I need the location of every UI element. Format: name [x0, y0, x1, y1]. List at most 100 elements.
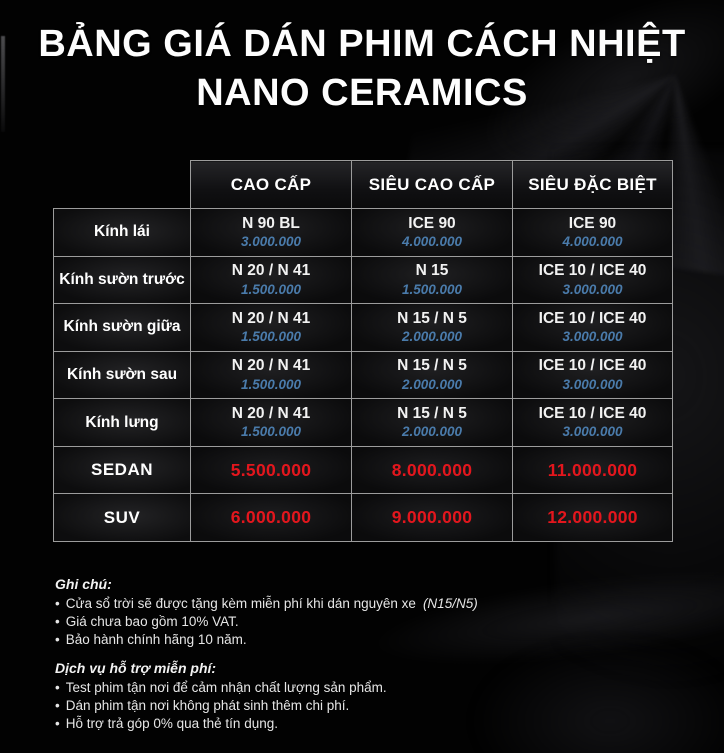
services-section: Dịch vụ hỗ trợ miễn phí: • Test phim tận … [55, 660, 387, 733]
total-price-cell: 12.000.000 [512, 493, 673, 542]
table-row: Kính sườn sau N 20 / N 41 1.500.000 N 15 / … [53, 350, 673, 400]
film-price: 2.000.000 [401, 424, 463, 440]
table-row: Kính lưng N 20 / N 41 1.500.000 N 15 / N 5 2… [53, 398, 673, 447]
film-code: ICE 10 / ICE 40 [538, 404, 647, 422]
header-row: CAO CẤP SIÊU CAO CẤP SIÊU ĐẶC BIỆT [54, 160, 673, 209]
film-code: N 20 / N 41 [231, 309, 311, 327]
film-code: N 90 BL [242, 214, 300, 232]
film-price: 3.000.000 [240, 234, 302, 250]
film-price: 3.000.000 [562, 424, 623, 440]
bullet-glyph: • [55, 680, 60, 695]
summary-label-cell: SEDAN [53, 445, 191, 495]
column-header-sieu-cao-cap: SIÊU CAO CẤP [351, 160, 513, 209]
film-price-cell: N 20 / N 41 1.500.000 [190, 303, 352, 352]
services-heading: Dịch vụ hỗ trợ miễn phí: [55, 660, 217, 676]
note-suffix: (N15/N5) [422, 596, 478, 611]
table-row: Kính sườn trước N 20 / N 41 1.500.000 N 15 1… [53, 255, 673, 305]
page-title-line1: BẢNG GIÁ DÁN PHIM CÁCH NHIỆT [38, 23, 686, 65]
film-price: 4.000.000 [562, 234, 623, 250]
film-price-cell: N 15 / N 5 2.000.000 [351, 303, 513, 352]
bullet-glyph: • [55, 698, 60, 713]
price-table: CAO CẤP SIÊU CAO CẤP SIÊU ĐẶC BIỆT Kính … [53, 160, 673, 542]
row-label-cell: Kính sườn giữa [53, 303, 191, 352]
film-code: ICE 90 [408, 214, 456, 232]
table-row: Kính lái N 90 BL 3.000.000 ICE 90 4.000.000 I… [53, 208, 673, 257]
summary-row: SUV 6.000.000 9.000.000 12.000.000 [53, 493, 673, 542]
note-item: • Giá chưa bao gồm 10% VAT. [55, 613, 478, 631]
film-price: 3.000.000 [562, 281, 623, 297]
bullet-glyph: • [55, 632, 60, 647]
film-price: 2.000.000 [401, 376, 463, 392]
row-label-cell: Kính sườn sau [53, 350, 191, 400]
film-price: 1.500.000 [240, 376, 302, 392]
film-price-cell: ICE 10 / ICE 40 3.000.000 [512, 350, 673, 400]
service-text: Dán phim tận nơi không phát sinh thêm ch… [65, 698, 350, 713]
notes-section: Ghi chú: • Cửa sổ trời sẽ được tặng kèm m… [55, 576, 478, 649]
bullet-glyph: • [55, 716, 60, 731]
table-row: Kính sườn giữa N 20 / N 41 1.500.000 N 15 /… [53, 303, 673, 352]
note-item: • Bảo hành chính hãng 10 năm. [55, 631, 478, 649]
film-price-cell: N 20 / N 41 1.500.000 [190, 398, 352, 447]
film-price-cell: ICE 10 / ICE 40 3.000.000 [512, 255, 673, 305]
note-text: Bảo hành chính hãng 10 năm. [65, 632, 247, 647]
film-price-cell: N 20 / N 41 1.500.000 [190, 350, 352, 400]
price-table-body: Kính lái N 90 BL 3.000.000 ICE 90 4.000.000 I… [53, 208, 673, 542]
service-text: Test phim tận nơi để cảm nhận chất lượng… [65, 680, 387, 695]
film-code: N 20 / N 41 [231, 404, 311, 422]
film-price-cell: N 15 / N 5 2.000.000 [351, 398, 513, 447]
total-price-cell: 11.000.000 [512, 445, 673, 495]
film-price: 1.500.000 [240, 281, 302, 297]
service-item: • Dán phim tận nơi không phát sinh thêm c… [55, 697, 387, 715]
total-price-cell: 5.500.000 [190, 445, 352, 495]
film-code: N 20 / N 41 [231, 262, 311, 280]
note-text: Giá chưa bao gồm 10% VAT. [65, 614, 239, 629]
header-spacer-cell [54, 161, 191, 209]
summary-label-cell: SUV [53, 493, 191, 542]
film-price: 2.000.000 [401, 329, 463, 345]
film-price-cell: ICE 90 4.000.000 [351, 208, 513, 257]
film-code: ICE 90 [568, 214, 617, 232]
film-code: ICE 10 / ICE 40 [538, 262, 647, 280]
film-code: ICE 10 / ICE 40 [538, 309, 647, 327]
film-price-cell: ICE 10 / ICE 40 3.000.000 [512, 398, 673, 447]
column-header-cao-cap: CAO CẤP [190, 160, 352, 209]
film-code: ICE 10 / ICE 40 [538, 357, 647, 375]
film-code: N 15 / N 5 [397, 357, 467, 375]
film-price-cell: ICE 10 / ICE 40 3.000.000 [512, 303, 673, 352]
bullet-glyph: • [55, 596, 60, 611]
page-title-line2: NANO CERAMICS [196, 72, 528, 114]
bullet-glyph: • [55, 614, 60, 629]
film-price: 1.500.000 [240, 424, 302, 440]
total-price-cell: 9.000.000 [351, 493, 513, 542]
film-price: 3.000.000 [562, 329, 623, 345]
row-label-cell: Kính lưng [53, 398, 191, 447]
film-price-cell: ICE 90 4.000.000 [512, 208, 673, 257]
service-item: • Hỗ trợ trả góp 0% qua thẻ tín dụng. [55, 715, 387, 733]
total-price-cell: 8.000.000 [351, 445, 513, 495]
note-text: Cửa sổ trời sẽ được tặng kèm miễn phí kh… [65, 596, 416, 611]
film-code: N 15 / N 5 [397, 309, 467, 327]
film-code: N 15 [415, 262, 449, 280]
price-table-header: CAO CẤP SIÊU CAO CẤP SIÊU ĐẶC BIỆT [54, 160, 673, 209]
service-text: Hỗ trợ trả góp 0% qua thẻ tín dụng. [65, 716, 278, 731]
page-title: BẢNG GIÁ DÁN PHIM CÁCH NHIỆT NANO CERAMI… [0, 20, 724, 118]
film-price-cell: N 15 / N 5 2.000.000 [351, 350, 513, 400]
film-price-cell: N 90 BL 3.000.000 [190, 208, 352, 257]
services-list: • Test phim tận nơi để cảm nhận chất lượn… [55, 679, 387, 733]
film-price: 4.000.000 [401, 234, 463, 250]
film-price: 1.500.000 [401, 281, 463, 297]
film-price-cell: N 20 / N 41 1.500.000 [190, 255, 352, 305]
row-label-cell: Kính sườn trước [53, 255, 191, 305]
notes-heading: Ghi chú: [55, 576, 112, 592]
notes-list: • Cửa sổ trời sẽ được tặng kèm miễn phí k… [55, 595, 478, 649]
background-edge-line [1, 36, 5, 132]
film-code: N 15 / N 5 [397, 404, 467, 422]
summary-row: SEDAN 5.500.000 8.000.000 11.000.000 [53, 445, 673, 495]
total-price-cell: 6.000.000 [190, 493, 352, 542]
film-price: 3.000.000 [562, 376, 623, 392]
film-price: 1.500.000 [240, 329, 302, 345]
background-blob-bottom [470, 636, 724, 753]
film-code: N 20 / N 41 [231, 357, 311, 375]
service-item: • Test phim tận nơi để cảm nhận chất lượn… [55, 679, 387, 697]
